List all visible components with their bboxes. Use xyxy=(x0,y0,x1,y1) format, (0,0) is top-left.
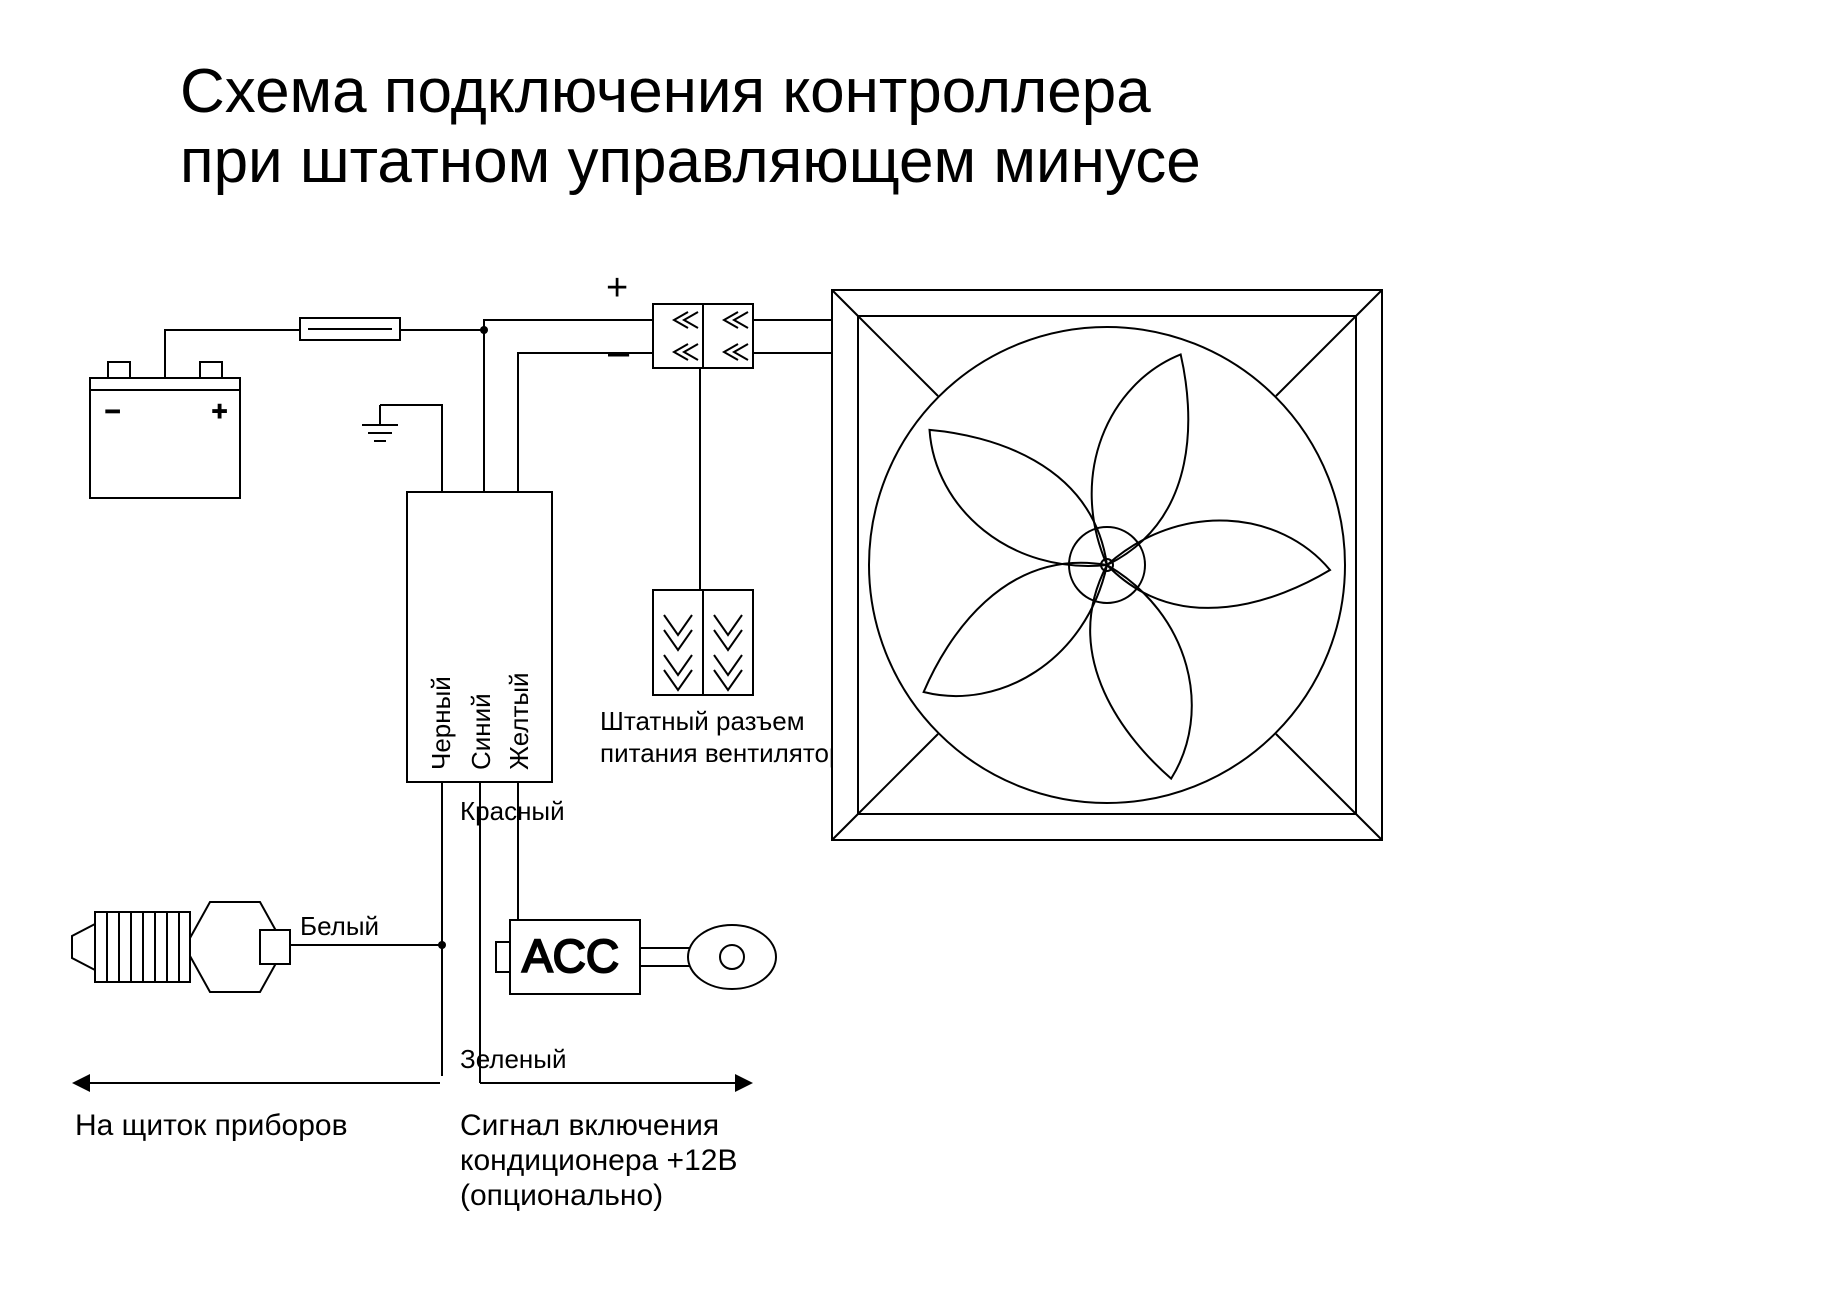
ignition-acc-icon: ACC xyxy=(496,920,776,994)
conn-caption-2: питания вентилятора xyxy=(600,738,858,768)
fuse-icon xyxy=(300,318,400,340)
connector-standard-icon xyxy=(653,590,753,695)
label-black: Черный xyxy=(426,676,456,770)
title-line-2: при штатном управляющем минусе xyxy=(180,127,1201,196)
plus-symbol: + xyxy=(606,267,628,309)
battery-minus: − xyxy=(105,396,120,426)
wire-node-to-conn-top xyxy=(484,320,653,330)
conn-caption-1: Штатный разъем xyxy=(600,706,805,736)
junction-dot xyxy=(480,326,488,334)
wiring-diagram: Схема подключения контроллера при штатно… xyxy=(0,0,1829,1307)
label-ac-1: Сигнал включения xyxy=(460,1109,719,1142)
label-green: Зеленый xyxy=(460,1044,567,1074)
label-yellow: Желтый xyxy=(504,672,534,770)
wire-ctrl-black-to-gnd xyxy=(380,405,442,492)
label-blue: Синий xyxy=(466,693,496,770)
title-line-1: Схема подключения контроллера xyxy=(180,57,1151,126)
connector-top-icon xyxy=(653,304,753,368)
wire-bat-to-fuse xyxy=(165,330,300,378)
temp-sensor-icon xyxy=(72,902,290,992)
label-ac-3: (опционально) xyxy=(460,1179,663,1212)
battery-icon: − + xyxy=(90,362,240,498)
label-acc: ACC xyxy=(522,930,619,982)
label-dash-panel: На щиток приборов xyxy=(75,1109,348,1142)
minus-symbol: – xyxy=(608,332,630,374)
battery-plus: + xyxy=(212,396,227,426)
label-ac-2: кондиционера +12В xyxy=(460,1144,737,1177)
ground-icon xyxy=(362,405,398,441)
label-red: Красный xyxy=(460,796,565,826)
wire-ctrl-yellow-to-minus xyxy=(518,353,653,492)
label-white: Белый xyxy=(300,911,379,941)
white-junction xyxy=(438,941,446,949)
fan-icon xyxy=(832,290,1382,840)
